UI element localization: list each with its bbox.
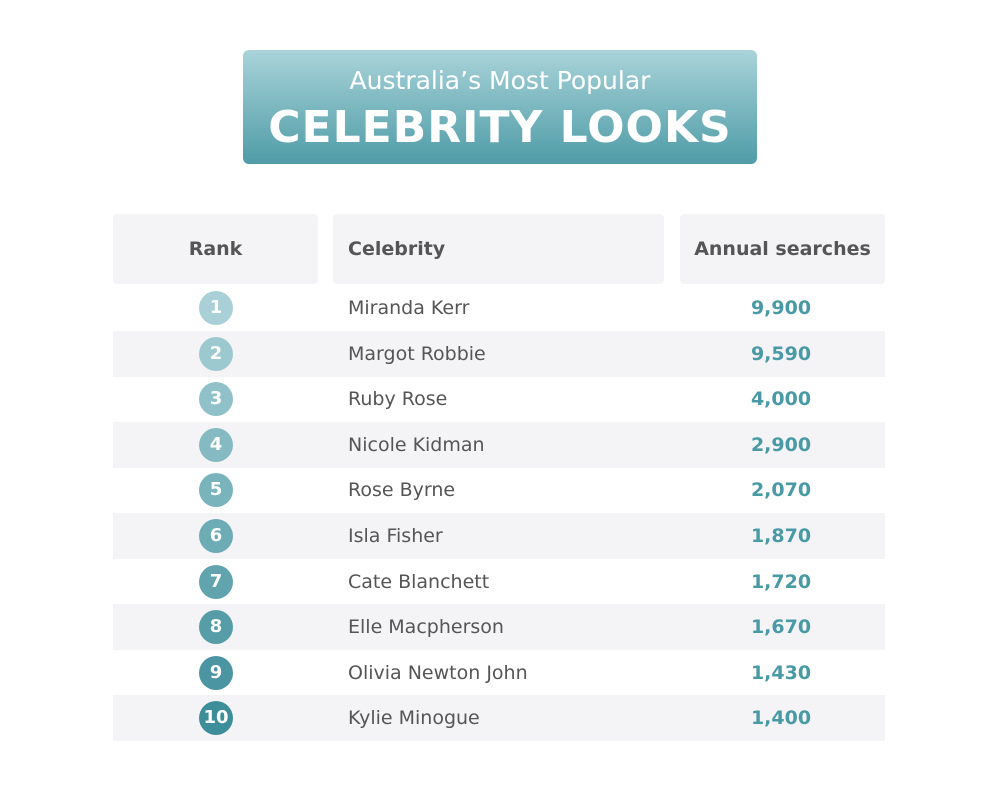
rank-badge: 2	[199, 336, 233, 371]
celebrity-name: Isla Fisher	[348, 525, 443, 547]
rank-badge: 9	[199, 655, 233, 690]
annual-searches: 9,900	[750, 297, 812, 319]
title-line: Australia’s Most Popular	[349, 66, 651, 95]
row-background	[113, 330, 885, 377]
rank-badge: 8	[199, 610, 233, 645]
annual-searches: 9,590	[750, 342, 812, 365]
rank-badge: 1	[199, 291, 233, 325]
rank-badge: 4	[199, 427, 233, 462]
rank-badge: 6	[199, 519, 233, 553]
annual-searches: 2,900	[750, 433, 812, 456]
annual-searches: 2,070	[750, 479, 812, 502]
celebrity-name: Nicole Kidman	[348, 433, 485, 456]
title-main: CELEBRITY LOOKS	[268, 102, 732, 153]
rank-badge: 3	[199, 382, 233, 417]
celebrity-name: Cate Blanchett	[348, 570, 490, 593]
celebrity-name: Ruby Rose	[348, 388, 448, 411]
row-background	[113, 604, 885, 651]
rank-badge: 10	[199, 701, 233, 736]
column-header: Celebrity	[333, 214, 664, 284]
annual-searches: 1,400	[750, 707, 812, 730]
celebrity-name: Elle Macpherson	[348, 616, 504, 639]
annual-searches: 1,430	[750, 661, 812, 684]
rank-badge: 5	[199, 473, 233, 508]
rank-badge: 7	[199, 564, 233, 599]
annual-searches: 1,670	[750, 616, 812, 639]
celebrity-name: Kylie Minogue	[348, 707, 480, 730]
annual-searches: 4,000	[750, 388, 812, 411]
row-background	[113, 421, 885, 468]
row-background	[113, 513, 885, 559]
row-background	[113, 695, 885, 742]
celebrity-name: Margot Robbie	[348, 342, 486, 365]
title-banner: Australia’s Most Popular CELEBRITY LOOKS	[243, 50, 757, 164]
annual-searches: 1,870	[750, 525, 812, 547]
column-header: Rank	[113, 214, 318, 284]
celebrity-name: Olivia Newton John	[348, 661, 528, 684]
celebrity-name: Rose Byrne	[348, 479, 456, 502]
celebrity-name: Miranda Kerr	[348, 297, 470, 319]
column-header: Annual searches	[680, 214, 885, 284]
annual-searches: 1,720	[750, 570, 812, 593]
